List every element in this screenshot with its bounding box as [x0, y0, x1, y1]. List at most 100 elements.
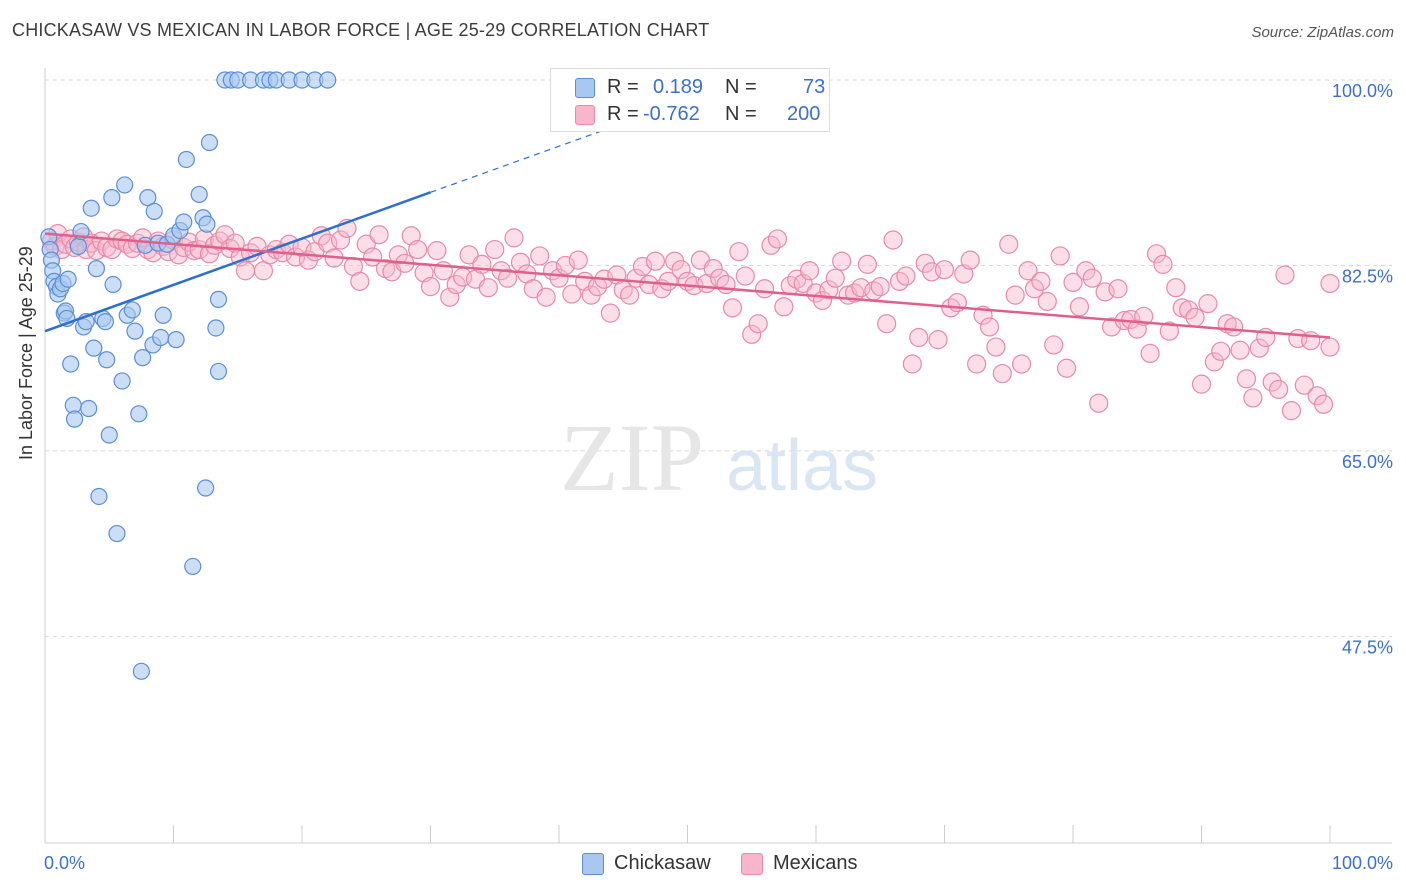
- legend-r-label: R =: [607, 103, 639, 125]
- watermark-atlas: atlas: [726, 426, 878, 506]
- legend-chickasaw-n: 73: [803, 76, 826, 98]
- mexicans-point: [530, 246, 550, 266]
- chickasaw-point: [98, 351, 116, 369]
- mexicans-point: [928, 330, 948, 350]
- legend-row-mexicans: R = -0.762 N = 200: [575, 101, 825, 127]
- chickasaw-point: [108, 524, 126, 543]
- mexicans-point: [1204, 352, 1224, 372]
- mexicans-point: [620, 285, 640, 305]
- chickasaw-point: [154, 306, 172, 324]
- mexicans-point: [825, 268, 845, 288]
- chickasaw-point: [126, 322, 144, 340]
- mexicans-point: [1320, 273, 1340, 294]
- mexicans-point: [1268, 379, 1289, 400]
- mexicans-point: [754, 279, 775, 299]
- chickasaw-point: [65, 410, 84, 428]
- axes: [44, 68, 1392, 844]
- legend-r-label: R =: [607, 76, 639, 98]
- mexicans-point: [1050, 246, 1070, 266]
- x-tick-label: 0.0%: [44, 853, 85, 873]
- chickasaw-point: [197, 479, 215, 497]
- chickasaw-swatch: [575, 78, 595, 98]
- chickasaw-point: [103, 189, 121, 207]
- mexicans-point: [832, 251, 852, 271]
- mexicans-point: [1198, 294, 1218, 314]
- series-chickasaw-points: [40, 71, 337, 680]
- y-tick-label: 100.0%: [1332, 81, 1393, 101]
- chickasaw-point: [130, 405, 148, 423]
- y-tick-label: 47.5%: [1342, 637, 1393, 657]
- y-axis-label: In Labor Force | Age 25-29: [16, 246, 36, 460]
- mexicans-point: [600, 303, 621, 323]
- chickasaw-point: [116, 176, 134, 194]
- chickasaw-point: [59, 270, 77, 288]
- mexicans-point: [960, 250, 980, 270]
- trend-lines: [44, 99, 1331, 339]
- mexicans-point: [1224, 317, 1244, 337]
- chickasaw-point: [62, 355, 80, 373]
- mexicans-point: [774, 297, 794, 317]
- y-tick-label: 65.0%: [1342, 452, 1393, 472]
- chickasaw-point: [85, 339, 103, 357]
- mexicans-point: [722, 298, 743, 318]
- mexicans-point: [1230, 340, 1250, 360]
- mexicans-point: [1294, 375, 1314, 395]
- legend-n-label: N =: [725, 103, 757, 125]
- mexicans-point: [1313, 394, 1334, 414]
- mexicans-point: [639, 274, 659, 295]
- mexicans-point: [1076, 261, 1096, 281]
- chickasaw-point: [167, 331, 185, 349]
- mexicans-point: [1140, 343, 1160, 364]
- chickasaw-point: [69, 237, 88, 255]
- tick-labels: 47.5% 65.0% 82.5% 100.0% 0.0% 100.0%: [44, 81, 1393, 873]
- mexicans-point: [420, 277, 441, 297]
- mexicans-point: [1089, 393, 1109, 413]
- mexicans-point: [330, 230, 351, 250]
- mexicans-point: [934, 260, 955, 280]
- chickasaw-point: [198, 215, 216, 233]
- mexicans-point: [1236, 369, 1257, 389]
- mexicans-point: [568, 250, 588, 270]
- source-credit: Source: ZipAtlas.com: [1251, 24, 1394, 41]
- mexicans-point: [1320, 337, 1340, 357]
- mexicans-point: [799, 261, 820, 281]
- chickasaw-point: [152, 328, 170, 347]
- mexicans-point: [967, 354, 987, 374]
- chickasaw-point: [319, 71, 337, 89]
- mexicans-point: [1153, 254, 1173, 274]
- chickasaw-point: [190, 185, 208, 204]
- mexicans-point: [742, 324, 762, 344]
- mexicans-point: [735, 266, 755, 286]
- mexicans-point: [979, 317, 1000, 337]
- mexicans-point: [1275, 265, 1295, 285]
- mexicans-point: [1166, 278, 1186, 298]
- mexicans-point: [1146, 244, 1167, 264]
- legend-mexicans-n: 200: [787, 103, 821, 125]
- mexicans-point: [1281, 401, 1302, 421]
- mexicans-point: [1249, 338, 1269, 358]
- series-mexicans-points: [41, 218, 1340, 421]
- mexicans-point: [504, 228, 524, 248]
- mexicans-point: [1243, 388, 1263, 408]
- mexicans-point: [459, 245, 479, 265]
- mexicans-point: [446, 274, 466, 295]
- legend-mexicans-r: -0.762: [643, 103, 700, 125]
- chickasaw-point: [90, 487, 108, 506]
- chickasaw-point: [139, 189, 157, 207]
- chickasaw-point: [100, 426, 118, 444]
- mexicans-point: [877, 314, 897, 334]
- mexicans-swatch: [575, 105, 595, 125]
- chickasaw-point: [207, 319, 225, 337]
- mexicans-point: [1044, 335, 1064, 355]
- mexicans-point: [1031, 271, 1051, 291]
- mexicans-point: [536, 287, 556, 307]
- mexicans-point: [1134, 306, 1154, 326]
- chickasaw-point: [145, 202, 163, 221]
- mexicans-point: [1011, 354, 1032, 374]
- mexicans-point: [658, 271, 678, 291]
- mexicans-point: [1056, 358, 1077, 378]
- legend-chickasaw-label: Chickasaw: [614, 852, 711, 874]
- mexicans-point: [1018, 261, 1038, 281]
- mexicans-point: [729, 242, 749, 262]
